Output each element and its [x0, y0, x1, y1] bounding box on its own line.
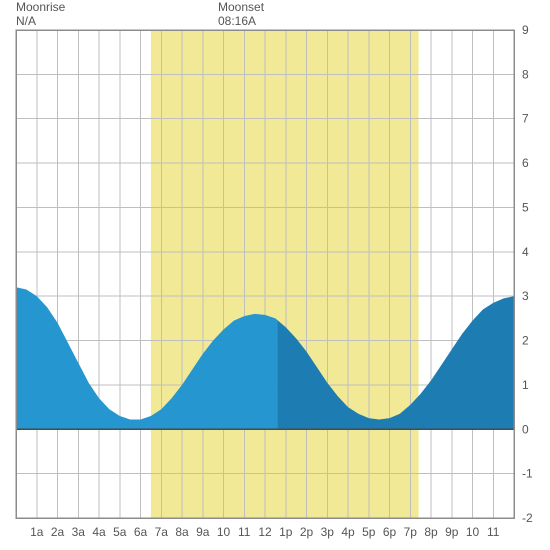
grid	[16, 30, 514, 518]
moonrise-block: Moonrise N/A	[16, 0, 65, 28]
y-tick-label: 3	[522, 289, 529, 303]
moonset-block: Moonset 08:16A	[218, 0, 264, 28]
y-tick-label: 2	[522, 334, 529, 348]
x-tick-label: 2a	[51, 525, 65, 539]
x-tick-label: 10	[217, 525, 231, 539]
moonset-value: 08:16A	[218, 14, 264, 28]
moonrise-value: N/A	[16, 14, 65, 28]
x-tick-label: 3a	[72, 525, 86, 539]
x-tick-label: 5p	[362, 525, 376, 539]
y-tick-label: 0	[522, 422, 529, 436]
moonrise-label: Moonrise	[16, 0, 65, 14]
x-tick-label: 9a	[196, 525, 210, 539]
x-tick-label: 6p	[383, 525, 397, 539]
tide-chart: -2-101234567891a2a3a4a5a6a7a8a9a1011121p…	[0, 0, 550, 550]
y-tick-label: 4	[522, 245, 529, 259]
y-tick-label: 7	[522, 112, 529, 126]
x-tick-label: 1a	[30, 525, 44, 539]
y-tick-label: -1	[522, 467, 533, 481]
x-tick-label: 8a	[175, 525, 189, 539]
tide-chart-container: Moonrise N/A Moonset 08:16A -2-101234567…	[0, 0, 550, 550]
chart-header: Moonrise N/A Moonset 08:16A	[0, 0, 550, 30]
x-tick-label: 6a	[134, 525, 148, 539]
y-tick-label: 6	[522, 156, 529, 170]
y-tick-label: -2	[522, 511, 533, 525]
x-tick-label: 7a	[155, 525, 169, 539]
y-tick-label: 8	[522, 67, 529, 81]
x-tick-label: 2p	[300, 525, 314, 539]
x-tick-label: 11	[487, 525, 500, 539]
y-tick-label: 5	[522, 200, 529, 214]
x-tick-label: 4p	[341, 525, 355, 539]
x-tick-label: 10	[466, 525, 480, 539]
x-tick-label: 7p	[404, 525, 418, 539]
x-tick-label: 1p	[279, 525, 293, 539]
x-tick-label: 9p	[445, 525, 459, 539]
y-tick-label: 1	[522, 378, 529, 392]
x-tick-label: 8p	[424, 525, 438, 539]
x-tick-label: 11	[238, 525, 251, 539]
moonset-label: Moonset	[218, 0, 264, 14]
x-tick-label: 12	[258, 525, 272, 539]
x-tick-label: 5a	[113, 525, 127, 539]
daylight-band	[151, 30, 419, 518]
x-tick-label: 3p	[321, 525, 335, 539]
x-tick-label: 4a	[92, 525, 106, 539]
